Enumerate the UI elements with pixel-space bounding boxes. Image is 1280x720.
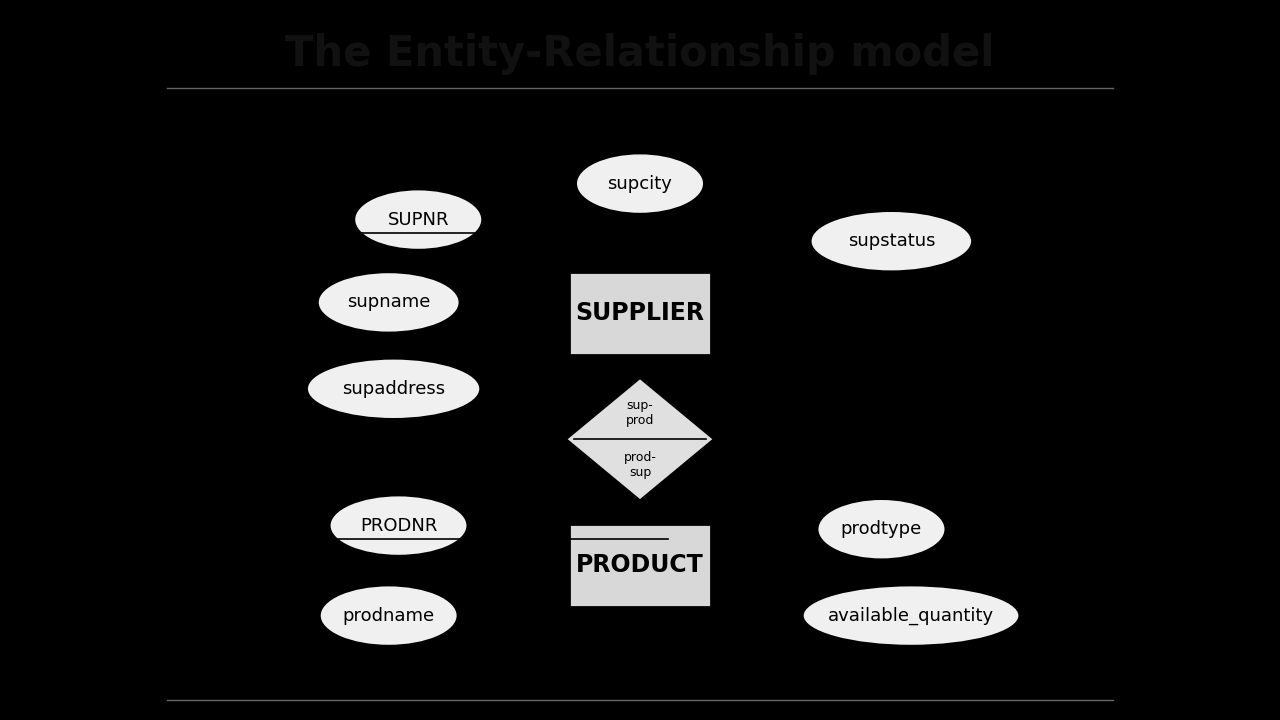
Text: sup-
prod: sup- prod — [626, 400, 654, 428]
Text: prodtype: prodtype — [841, 520, 922, 539]
Ellipse shape — [810, 211, 972, 271]
Text: The Entity-Relationship model: The Entity-Relationship model — [285, 33, 995, 75]
Polygon shape — [566, 378, 714, 500]
Ellipse shape — [329, 495, 467, 556]
Text: available_quantity: available_quantity — [828, 606, 995, 625]
Ellipse shape — [307, 359, 480, 419]
Text: SUPPLIER: SUPPLIER — [576, 301, 704, 325]
Text: supstatus: supstatus — [847, 232, 936, 250]
FancyBboxPatch shape — [568, 272, 712, 355]
Text: supaddress: supaddress — [342, 380, 445, 397]
Ellipse shape — [355, 189, 483, 250]
Text: prodname: prodname — [343, 606, 435, 624]
Text: SUPNR: SUPNR — [388, 210, 449, 229]
Text: PRODUCT: PRODUCT — [576, 553, 704, 577]
Text: supname: supname — [347, 294, 430, 311]
Text: SUPPLIES: SUPPLIES — [733, 429, 831, 449]
Ellipse shape — [803, 585, 1019, 646]
Ellipse shape — [317, 272, 460, 333]
Ellipse shape — [576, 153, 704, 214]
Ellipse shape — [320, 585, 458, 646]
Text: PRODNR: PRODNR — [360, 517, 438, 534]
FancyBboxPatch shape — [568, 524, 712, 606]
Ellipse shape — [818, 499, 946, 559]
Text: prod-
sup: prod- sup — [623, 451, 657, 479]
Text: supcity: supcity — [608, 175, 672, 192]
